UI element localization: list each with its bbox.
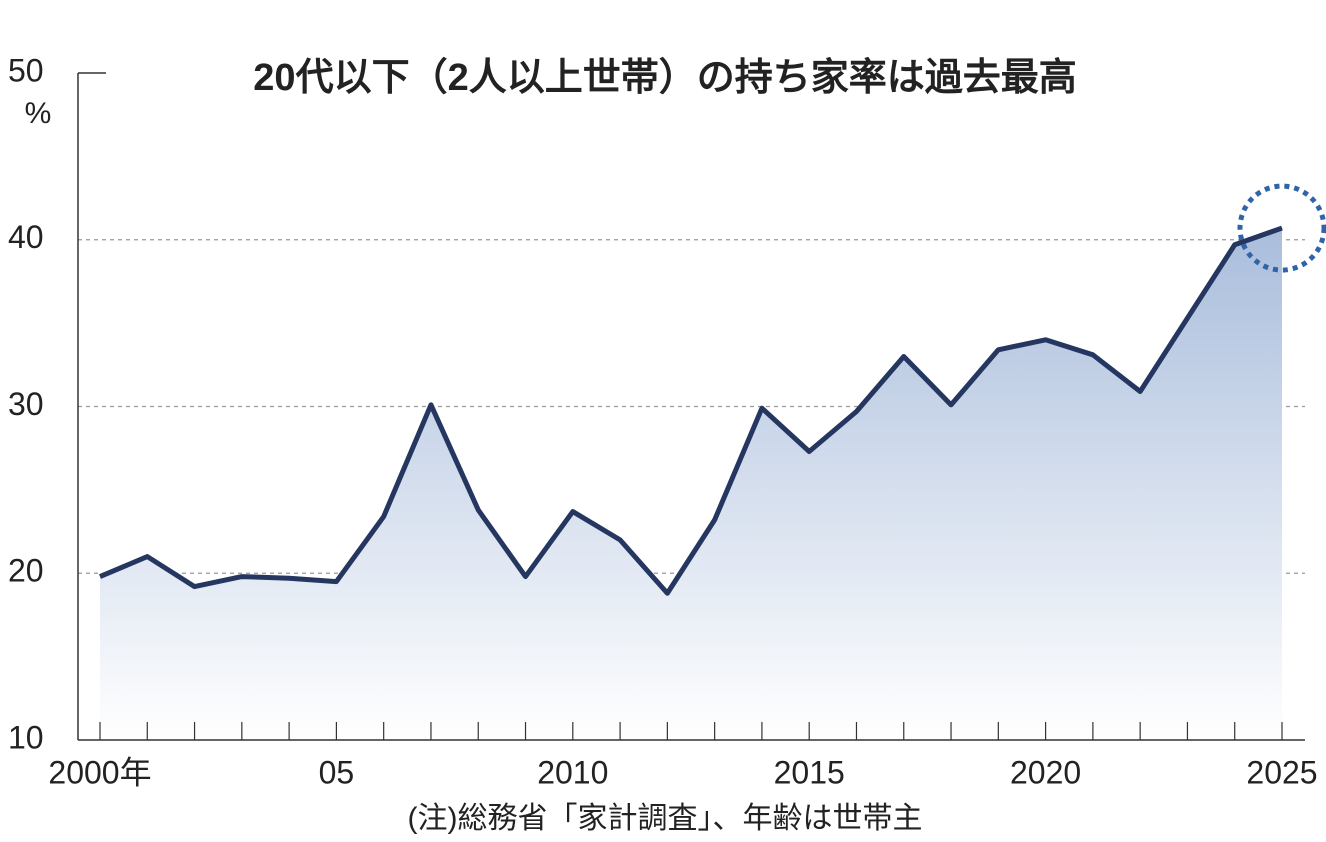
line	[99, 225, 1283, 596]
y-tick-label: 20	[8, 553, 44, 589]
y-unit: %	[25, 97, 52, 130]
x-tick-label: 2025	[1246, 754, 1317, 790]
x-tick-label: 2015	[774, 754, 845, 790]
y-tick-label: 40	[8, 219, 44, 255]
area	[100, 228, 1282, 740]
x-tick-label: 2000年	[48, 754, 151, 790]
note: (注)総務省「家計調査」、年齢は世帯主	[408, 802, 923, 835]
x-tick-label: 2020	[1010, 754, 1081, 790]
y-tick-label: 50	[8, 52, 44, 88]
y-tick-label: 10	[8, 719, 44, 755]
x-tick-label: 2010	[537, 754, 608, 790]
highlight-circle	[1237, 183, 1326, 273]
chart-title: 20代以下（2人以上世帯）の持ち家率は過去最高	[253, 57, 1076, 99]
x-tick-label: 05	[319, 754, 355, 790]
y-tick-label: 30	[8, 386, 44, 422]
